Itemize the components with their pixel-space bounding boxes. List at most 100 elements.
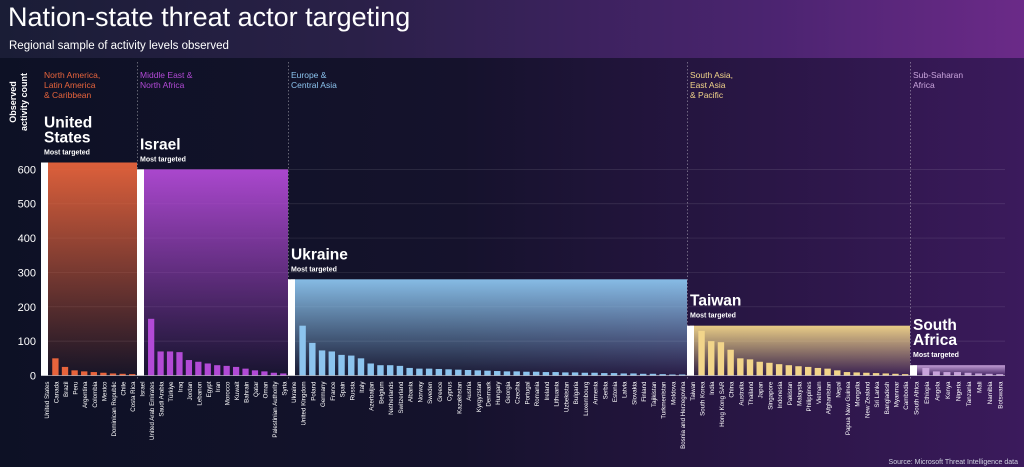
x-label-taiwan: Taiwan — [690, 381, 697, 401]
bar-nepal — [834, 370, 841, 376]
bar-brazil — [61, 366, 69, 376]
x-label-slovakia: Slovakia — [631, 381, 638, 405]
x-label-albania: Albania — [408, 381, 415, 402]
top-country-panel — [140, 169, 288, 376]
bar-moldova — [669, 374, 676, 376]
bar-mongolia — [853, 372, 860, 376]
x-label-spain: Spain — [340, 381, 347, 397]
x-label-china: China — [729, 381, 736, 398]
top-country-name: South Africa — [913, 317, 957, 349]
x-label-romania: Romania — [534, 381, 541, 406]
x-label-south-africa: South Africa — [913, 381, 920, 415]
bar-italy — [357, 358, 365, 376]
x-label-tajikistan: Tajikistan — [651, 381, 658, 407]
bar-bahrain — [242, 368, 249, 376]
x-label-lithuania: Lithuania — [554, 381, 561, 407]
x-label-bahrain: Bahrain — [244, 381, 251, 403]
x-label-latvia: Latvia — [622, 381, 629, 398]
x-label-estonia: Estonia — [612, 381, 619, 402]
top-country-bar — [288, 279, 295, 376]
x-label-lebanon: Lebanon — [196, 381, 203, 406]
x-label-hungary: Hungary — [495, 381, 502, 405]
bar-vietnam — [814, 367, 822, 376]
bar-cyprus — [445, 369, 452, 376]
x-label-japan: Japan — [758, 381, 765, 398]
x-label-costa-rica: Costa Rica — [130, 381, 137, 412]
x-label-morocco: Morocco — [225, 381, 232, 405]
bar-qatar — [251, 370, 259, 376]
x-label-syria: Syria — [281, 381, 288, 396]
x-label-tanzania: Tanzania — [966, 381, 973, 406]
x-label-mongolia: Mongolia — [855, 381, 862, 407]
bar-romania — [532, 371, 540, 376]
x-label-pakistan: Pakistan — [787, 381, 794, 405]
bar-chile — [119, 373, 126, 376]
bar-azerbaijan — [367, 363, 374, 376]
bar-philippines — [804, 366, 812, 376]
x-label-poland: Poland — [310, 381, 317, 401]
bar-dominican-republic — [109, 373, 117, 376]
x-label-singapore: Singapore — [767, 381, 774, 410]
x-label-mexico: Mexico — [101, 381, 108, 401]
x-label-indonesia: Indonesia — [777, 381, 784, 408]
bar-poland — [309, 342, 316, 376]
x-label-new-zealand: New Zealand — [864, 381, 871, 418]
source-note: Source: Microsoft Threat Intelligence da… — [888, 459, 1018, 466]
x-label-ethiopia: Ethiopia — [924, 381, 931, 404]
bar-nigeria — [954, 372, 961, 376]
x-label-united-arab-emirates: United Arab Emirates — [149, 382, 156, 440]
x-label-armenia: Armenia — [593, 381, 600, 405]
x-label-saudi-arabia: Saudi Arabia — [159, 381, 166, 417]
bar-bosnia-and-herzegovina — [678, 374, 686, 376]
x-label-nepal: Nepal — [835, 382, 842, 398]
x-label-israel: Israel — [140, 382, 147, 397]
x-label-thailand: Thailand — [748, 381, 755, 405]
x-label-netherlands: Netherlands — [388, 382, 395, 415]
x-label-hong-kong-sar: Hong Kong SAR — [719, 381, 726, 427]
x-label-italy: Italy — [359, 381, 366, 393]
bar-japan — [756, 361, 763, 376]
bar-bulgaria — [571, 372, 579, 376]
x-label-uzbekistan: Uzbekistan — [563, 381, 570, 412]
top-country-name: Ukraine — [291, 246, 348, 263]
bar-jordan — [185, 360, 193, 376]
bar-colombia — [90, 372, 97, 376]
bar-luxembourg — [581, 372, 589, 376]
x-label-france: France — [330, 381, 337, 401]
bar-pakistan — [785, 365, 793, 376]
x-label-cyprus: Cyprus — [447, 382, 454, 402]
x-label-kenya: Kenya — [945, 381, 952, 399]
bar-kyrgyzstan — [474, 370, 481, 376]
x-label-cambodia: Cambodia — [903, 381, 910, 410]
x-label-qatar: Qatar — [253, 382, 260, 397]
x-label-india: India — [709, 381, 716, 395]
x-label-finland: Finland — [641, 381, 648, 402]
chart-subtitle: Regional sample of activity levels obser… — [9, 40, 229, 52]
bar-peru — [71, 370, 78, 376]
x-label-denmark: Denmark — [486, 381, 493, 407]
region-label-af: Sub-Saharan Africa — [913, 70, 963, 90]
y-axis-title: Observedactivity count — [8, 73, 29, 131]
bar-greece — [435, 368, 443, 376]
bar-georgia — [503, 371, 511, 376]
bar-serbia — [601, 373, 608, 376]
bar-denmark — [484, 370, 491, 376]
bar-australia — [737, 358, 744, 376]
x-label-ireland: Ireland — [544, 381, 551, 400]
bar-iran — [214, 365, 221, 376]
x-label-colombia: Colombia — [92, 381, 99, 408]
x-label-bulgaria: Bulgaria — [573, 381, 580, 404]
most-targeted-label: Most targeted — [913, 352, 959, 359]
x-label-turkmenistan: Turkmenistan — [661, 381, 668, 419]
x-label-sri-lanka: Sri Lanka — [874, 381, 881, 408]
bar-united-kingdom — [299, 325, 306, 376]
bar-oman — [261, 371, 268, 376]
x-label-serbia: Serbia — [602, 381, 609, 399]
x-label-mali: Mali — [977, 382, 984, 393]
x-label-ukraine: Ukraine — [291, 381, 298, 403]
bar-ireland — [542, 372, 550, 376]
bar-t-rkiye — [166, 351, 174, 376]
x-label-afghanistan: Afghanistan — [826, 381, 833, 414]
x-label-myanmar: Myanmar — [893, 382, 900, 408]
